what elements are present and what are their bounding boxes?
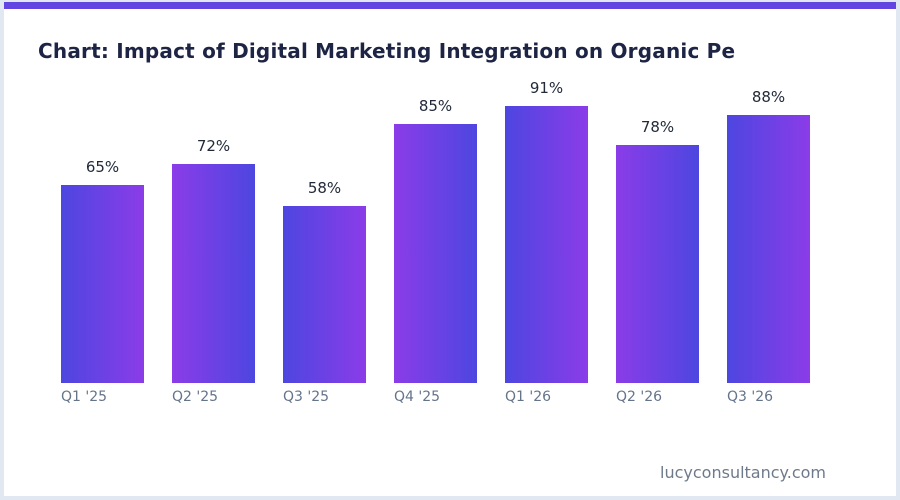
x-axis-label: Q1 '26: [505, 389, 552, 405]
top-accent-bar: [4, 2, 896, 9]
bar: [283, 206, 366, 383]
bar: [172, 164, 255, 383]
bar-value-label: 78%: [640, 118, 675, 136]
x-axis-label: Q2 '26: [616, 389, 663, 405]
x-axis-label: Q2 '25: [172, 389, 219, 405]
chart-title: Chart: Impact of Digital Marketing Integ…: [38, 39, 736, 64]
x-axis-label: Q3 '26: [727, 389, 774, 405]
bar-value-label: 88%: [751, 88, 786, 106]
x-axis-label: Q4 '25: [394, 389, 441, 405]
x-axis-label: Q1 '25: [61, 389, 108, 405]
bar-value-label: 91%: [529, 79, 564, 97]
footer-site-text: lucyconsultancy.com: [660, 463, 826, 482]
bar: [616, 145, 699, 383]
bar-value-label: 85%: [418, 97, 453, 115]
bar: [394, 124, 477, 383]
bar-chart: 65% Q1 '25 72% Q2 '25 58% Q3 '25 85% Q4 '25 91% Q…: [4, 2, 896, 496]
bar: [61, 185, 144, 383]
x-axis-label: Q3 '25: [283, 389, 330, 405]
chart-card: Chart: Impact of Digital Marketing Integ…: [4, 2, 896, 496]
bar: [505, 106, 588, 383]
bar-value-label: 58%: [307, 179, 342, 197]
bar-value-label: 72%: [196, 137, 231, 155]
bar: [727, 115, 810, 383]
bar-value-label: 65%: [85, 158, 120, 176]
